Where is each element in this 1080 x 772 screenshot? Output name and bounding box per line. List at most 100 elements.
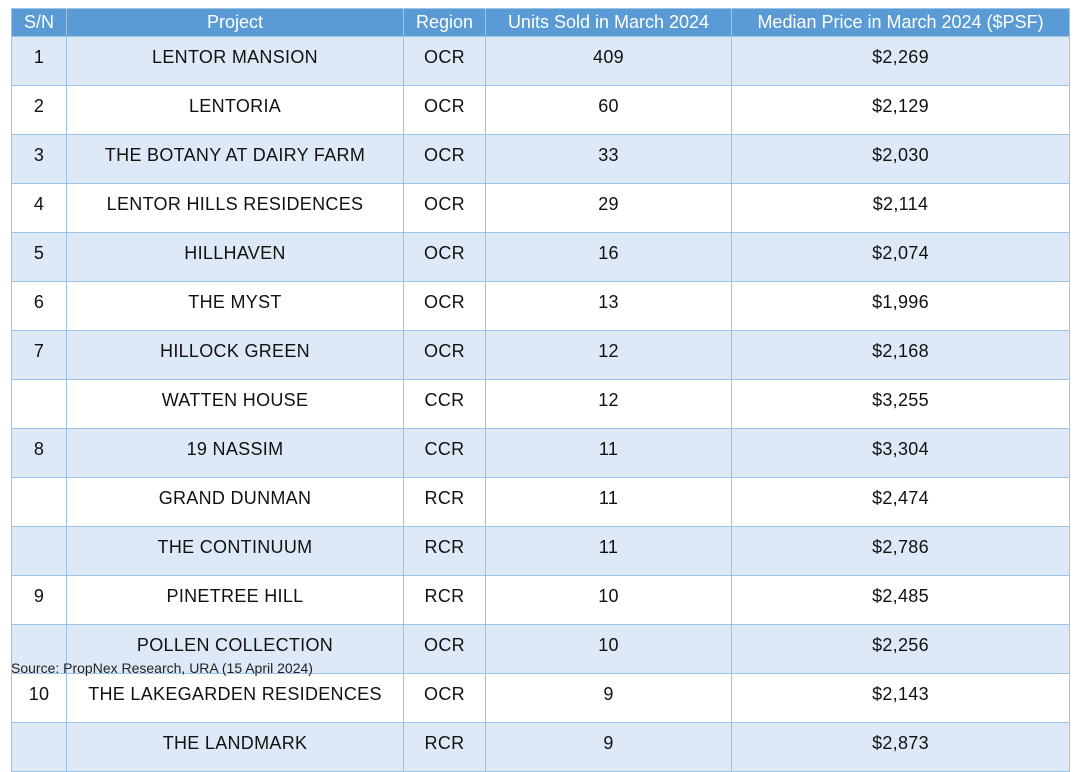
table-cell: 10 (485, 624, 732, 674)
table-cell: $3,255 (731, 379, 1070, 429)
table-row: THE LANDMARK RCR 9 $2,873 (11, 722, 1070, 772)
table-cell: OCR (403, 85, 486, 135)
table-cell: LENTOR HILLS RESIDENCES (66, 183, 404, 233)
table-cell (11, 379, 67, 429)
table-row: 9 PINETREE HILL RCR 10 $2,485 (11, 575, 1070, 625)
table-cell: $2,256 (731, 624, 1070, 674)
table-cell: $3,304 (731, 428, 1070, 478)
table-row: 6 THE MYST OCR 13 $1,996 (11, 281, 1070, 331)
table-cell (11, 477, 67, 527)
table-cell: 4 (11, 183, 67, 233)
header-cell: S/N (11, 8, 67, 37)
table-row: 1 LENTOR MANSION OCR 409 $2,269 (11, 36, 1070, 86)
table-cell: 5 (11, 232, 67, 282)
table-row: 3 THE BOTANY AT DAIRY FARM OCR 33 $2,030 (11, 134, 1070, 184)
table-cell: THE MYST (66, 281, 404, 331)
table-cell: 60 (485, 85, 732, 135)
table-row: 2 LENTORIA OCR 60 $2,129 (11, 85, 1070, 135)
table-cell: OCR (403, 134, 486, 184)
table-cell: 8 (11, 428, 67, 478)
table-cell: OCR (403, 624, 486, 674)
sales-table: S/N Project Region Units Sold in March 2024… (11, 8, 1070, 772)
table-cell: $2,074 (731, 232, 1070, 282)
table-cell: THE LAKEGARDEN RESIDENCES (66, 673, 404, 723)
table-cell: 9 (485, 722, 732, 772)
table-cell: RCR (403, 722, 486, 772)
table-cell: OCR (403, 330, 486, 380)
table-cell: 409 (485, 36, 732, 86)
table-cell: RCR (403, 526, 486, 576)
table-cell: $2,474 (731, 477, 1070, 527)
table-cell: HILLOCK GREEN (66, 330, 404, 380)
table-cell: 3 (11, 134, 67, 184)
table-cell: 12 (485, 379, 732, 429)
header-cell: Median Price in March 2024 ($PSF) (731, 8, 1070, 37)
table-cell: $2,786 (731, 526, 1070, 576)
table-cell: POLLEN COLLECTION (66, 624, 404, 674)
table-cell: $2,873 (731, 722, 1070, 772)
table-cell: THE BOTANY AT DAIRY FARM (66, 134, 404, 184)
table-cell: 10 (11, 673, 67, 723)
table-cell: 13 (485, 281, 732, 331)
table-cell: OCR (403, 232, 486, 282)
table-cell: 16 (485, 232, 732, 282)
header-cell: Project (66, 8, 404, 37)
table-cell: $2,114 (731, 183, 1070, 233)
table-cell: $1,996 (731, 281, 1070, 331)
table-cell: 10 (485, 575, 732, 625)
header-cell: Region (403, 8, 486, 37)
table-cell: OCR (403, 281, 486, 331)
table-cell: 11 (485, 428, 732, 478)
table-cell: 33 (485, 134, 732, 184)
table-row: THE CONTINUUM RCR 11 $2,786 (11, 526, 1070, 576)
table-cell: 2 (11, 85, 67, 135)
table-row: POLLEN COLLECTION OCR 10 $2,256 (11, 624, 1070, 674)
table-cell: $2,168 (731, 330, 1070, 380)
table-cell: OCR (403, 183, 486, 233)
table-cell: $2,269 (731, 36, 1070, 86)
table-cell: 11 (485, 477, 732, 527)
table-row: 7 HILLOCK GREEN OCR 12 $2,168 (11, 330, 1070, 380)
table-cell: 29 (485, 183, 732, 233)
table-cell: 1 (11, 36, 67, 86)
table-body: 1 LENTOR MANSION OCR 409 $2,269 2 LENTORIA OCR 6… (11, 36, 1070, 772)
source-note: Source: PropNex Research, URA (15 April … (11, 660, 313, 676)
table-cell (11, 526, 67, 576)
table-cell: $2,485 (731, 575, 1070, 625)
table-cell (11, 722, 67, 772)
table-cell: 7 (11, 330, 67, 380)
table-row: 10 THE LAKEGARDEN RESIDENCES OCR 9 $2,143 (11, 673, 1070, 723)
table-cell: $2,129 (731, 85, 1070, 135)
table-cell (11, 624, 67, 674)
table-cell: HILLHAVEN (66, 232, 404, 282)
table-cell: OCR (403, 673, 486, 723)
table-cell: PINETREE HILL (66, 575, 404, 625)
table-cell: WATTEN HOUSE (66, 379, 404, 429)
table-cell: THE CONTINUUM (66, 526, 404, 576)
table-cell: CCR (403, 379, 486, 429)
header-row: S/N Project Region Units Sold in March 2024… (11, 8, 1070, 37)
table-cell: $2,030 (731, 134, 1070, 184)
table-cell: 12 (485, 330, 732, 380)
table-cell: RCR (403, 477, 486, 527)
table-cell: LENTOR MANSION (66, 36, 404, 86)
table-cell: 6 (11, 281, 67, 331)
table-cell: RCR (403, 575, 486, 625)
table-row: 5 HILLHAVEN OCR 16 $2,074 (11, 232, 1070, 282)
table-row: GRAND DUNMAN RCR 11 $2,474 (11, 477, 1070, 527)
table-cell: 11 (485, 526, 732, 576)
table-cell: OCR (403, 36, 486, 86)
table-cell: LENTORIA (66, 85, 404, 135)
table-cell: 19 NASSIM (66, 428, 404, 478)
table-cell: CCR (403, 428, 486, 478)
table-cell: 9 (485, 673, 732, 723)
table-row: 4 LENTOR HILLS RESIDENCES OCR 29 $2,114 (11, 183, 1070, 233)
table-row: 8 19 NASSIM CCR 11 $3,304 (11, 428, 1070, 478)
table-cell: THE LANDMARK (66, 722, 404, 772)
table-cell: 9 (11, 575, 67, 625)
header-cell: Units Sold in March 2024 (485, 8, 732, 37)
table-cell: $2,143 (731, 673, 1070, 723)
table-cell: GRAND DUNMAN (66, 477, 404, 527)
page: S/N Project Region Units Sold in March 2024… (11, 8, 1070, 772)
table-row: WATTEN HOUSE CCR 12 $3,255 (11, 379, 1070, 429)
